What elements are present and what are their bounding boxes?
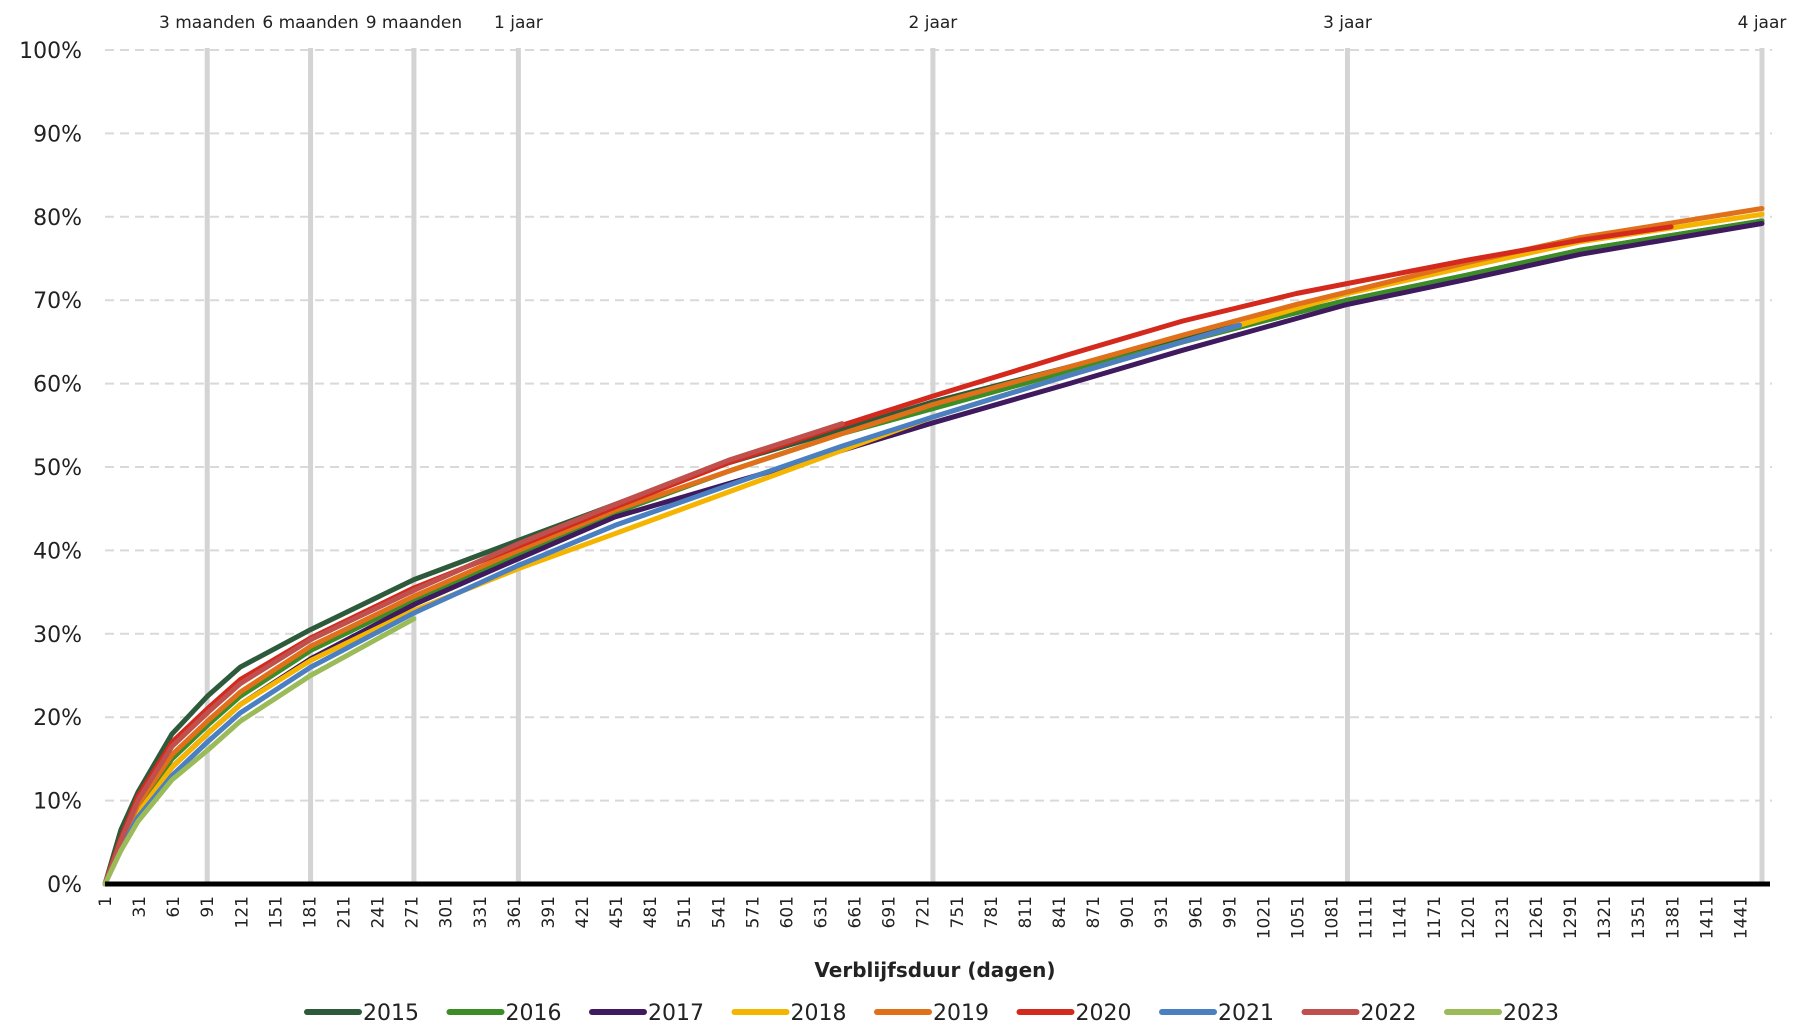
y-tick-label: 60% [33, 373, 82, 398]
reference-line-label: 4 jaar [1738, 13, 1787, 33]
x-tick-label: 61 [164, 896, 184, 918]
reference-line-labels: 3 maanden 6 maanden 9 maanden 1 jaar 2 jaar 3… [159, 13, 1786, 33]
y-tick-label: 30% [33, 623, 82, 648]
reference-line-label: 2 jaar [909, 13, 958, 33]
x-tick-label: 1 [96, 896, 116, 907]
x-axis-title: Verblijfsduur (dagen) [814, 958, 1055, 982]
y-axis-tick-labels: 0% 10% 20% 30% 40% 50% 60% 70% 80% 90% 100% [19, 39, 82, 898]
reference-line-label: 1 jaar [494, 13, 543, 33]
y-tick-label: 50% [33, 456, 82, 481]
reference-line-label: 3 jaar [1323, 13, 1372, 33]
legend-label-2017: 2017 [648, 1001, 704, 1026]
x-tick-label: 1051 [1288, 896, 1308, 939]
y-tick-label: 10% [33, 790, 82, 815]
legend-label-2018: 2018 [791, 1001, 847, 1026]
x-tick-label: 601 [777, 896, 797, 928]
x-tick-label: 631 [811, 896, 831, 928]
x-tick-label: 1261 [1527, 896, 1547, 939]
reference-lines [204, 48, 1765, 884]
x-tick-label: 721 [914, 896, 934, 928]
x-tick-label: 421 [573, 896, 593, 928]
series-line-2020 [102, 224, 1674, 887]
x-tick-label: 661 [846, 896, 866, 928]
x-tick-label: 121 [232, 896, 252, 928]
x-tick-label: 1141 [1391, 896, 1411, 939]
x-tick-label: 241 [369, 896, 389, 928]
legend-label-2020: 2020 [1076, 1001, 1132, 1026]
legend-label-2015: 2015 [363, 1001, 419, 1026]
x-tick-label: 1231 [1493, 896, 1513, 939]
series-lines [102, 206, 1765, 887]
x-tick-label: 511 [675, 896, 695, 928]
legend-label-2019: 2019 [933, 1001, 989, 1026]
x-tick-label: 181 [300, 896, 320, 928]
series-line-2019 [102, 206, 1765, 887]
x-tick-label: 931 [1152, 896, 1172, 928]
y-tick-label: 90% [33, 122, 82, 147]
x-tick-label: 781 [982, 896, 1002, 928]
x-tick-label: 751 [948, 896, 968, 928]
series-line-2023 [102, 616, 417, 887]
legend-label-2021: 2021 [1218, 1001, 1274, 1026]
x-tick-label: 1351 [1629, 896, 1649, 939]
x-tick-label: 1321 [1595, 896, 1615, 939]
x-tick-label: 1411 [1697, 896, 1717, 939]
y-tick-label: 80% [33, 206, 82, 231]
reference-line-label: 3 maanden [159, 13, 255, 33]
x-tick-label: 301 [437, 896, 457, 928]
legend: 2015 2016 2017 2018 2019 2020 2021 2022 2023 [304, 1001, 1559, 1026]
x-tick-label: 1111 [1357, 896, 1377, 939]
y-tick-label: 70% [33, 289, 82, 314]
y-tick-label: 100% [19, 39, 82, 64]
x-tick-label: 331 [471, 896, 491, 928]
y-tick-label: 20% [33, 706, 82, 731]
legend-label-2023: 2023 [1503, 1001, 1559, 1026]
x-tick-label: 541 [709, 896, 729, 928]
x-tick-label: 901 [1118, 896, 1138, 928]
x-tick-label: 961 [1186, 896, 1206, 928]
reference-line-label: 9 maanden [366, 13, 462, 33]
x-tick-label: 1081 [1323, 896, 1343, 939]
legend-label-2016: 2016 [506, 1001, 562, 1026]
x-tick-label: 1201 [1459, 896, 1479, 939]
x-tick-label: 481 [641, 896, 661, 928]
x-tick-label: 1441 [1731, 896, 1751, 939]
x-tick-label: 871 [1084, 896, 1104, 928]
x-tick-label: 211 [334, 896, 354, 928]
x-tick-label: 271 [403, 896, 423, 928]
x-axis-tick-labels: 1 31 61 91 121 151 181 211 241 271 301 331 361 391 421… [96, 896, 1751, 939]
x-tick-label: 1291 [1561, 896, 1581, 939]
x-tick-label: 1381 [1663, 896, 1683, 939]
x-tick-label: 811 [1016, 896, 1036, 928]
y-tick-label: 40% [33, 539, 82, 564]
series-line-2022 [102, 421, 845, 887]
y-tick-label: 0% [47, 873, 82, 898]
x-tick-label: 361 [505, 896, 525, 928]
x-tick-label: 1021 [1254, 896, 1274, 939]
x-tick-label: 391 [539, 896, 559, 928]
x-tick-label: 841 [1050, 896, 1070, 928]
series-line-2021 [102, 322, 1243, 887]
legend-label-2022: 2022 [1361, 1001, 1417, 1026]
x-tick-label: 151 [266, 896, 286, 928]
horizontal-gridlines [105, 49, 1772, 802]
x-tick-label: 571 [743, 896, 763, 928]
x-tick-label: 451 [607, 896, 627, 928]
x-tick-label: 691 [880, 896, 900, 928]
x-tick-label: 991 [1220, 896, 1240, 928]
x-tick-label: 1171 [1425, 896, 1445, 939]
x-tick-label: 91 [198, 896, 218, 918]
reference-line-label: 6 maanden [262, 13, 358, 33]
x-tick-label: 31 [130, 896, 150, 918]
